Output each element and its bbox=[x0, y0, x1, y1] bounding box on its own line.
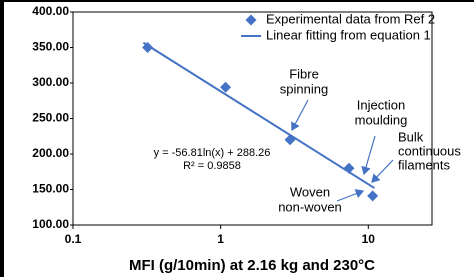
y-tick-label: 300.00 bbox=[32, 75, 69, 89]
annotation: filaments bbox=[398, 157, 451, 172]
y-tick-label: 400.00 bbox=[32, 4, 69, 18]
annotation: R² = 0.9858 bbox=[183, 160, 241, 172]
data-point bbox=[367, 190, 379, 202]
x-tick-label: 1 bbox=[217, 232, 224, 246]
legend-label: Experimental data from Ref 2 bbox=[266, 11, 435, 26]
annotation: y = -56.81ln(x) + 288.26 bbox=[154, 147, 271, 159]
annotation: Bulk bbox=[398, 129, 424, 144]
annotation: Fibre bbox=[289, 66, 319, 81]
legend-label: Linear fitting from equation 1 bbox=[266, 27, 431, 42]
y-tick-label: 100.00 bbox=[32, 217, 69, 231]
x-tick-label: 0.1 bbox=[65, 232, 82, 246]
annotation: Woven bbox=[290, 184, 330, 199]
annotation: non-woven bbox=[278, 199, 342, 214]
x-axis-title: MFI (g/10min) at 2.16 kg and 230°C bbox=[129, 257, 375, 274]
annotation: moulding bbox=[355, 112, 408, 127]
y-tick-label: 350.00 bbox=[32, 40, 69, 54]
y-tick-label: 200.00 bbox=[32, 146, 69, 160]
data-point bbox=[220, 81, 232, 93]
annotation: continuous bbox=[398, 143, 461, 158]
annotation: spinning bbox=[280, 81, 328, 96]
y-tick-label: 250.00 bbox=[32, 111, 69, 125]
fit-line bbox=[142, 41, 375, 189]
x-tick-label: 10 bbox=[362, 232, 376, 246]
arrow bbox=[361, 135, 376, 176]
arrow bbox=[336, 189, 365, 202]
arrow bbox=[371, 159, 394, 183]
background bbox=[4, 2, 474, 277]
legend-swatch bbox=[245, 14, 257, 26]
y-tick-label: 150.00 bbox=[32, 182, 69, 196]
arrow bbox=[291, 99, 309, 132]
annotation: Injection bbox=[357, 97, 405, 112]
